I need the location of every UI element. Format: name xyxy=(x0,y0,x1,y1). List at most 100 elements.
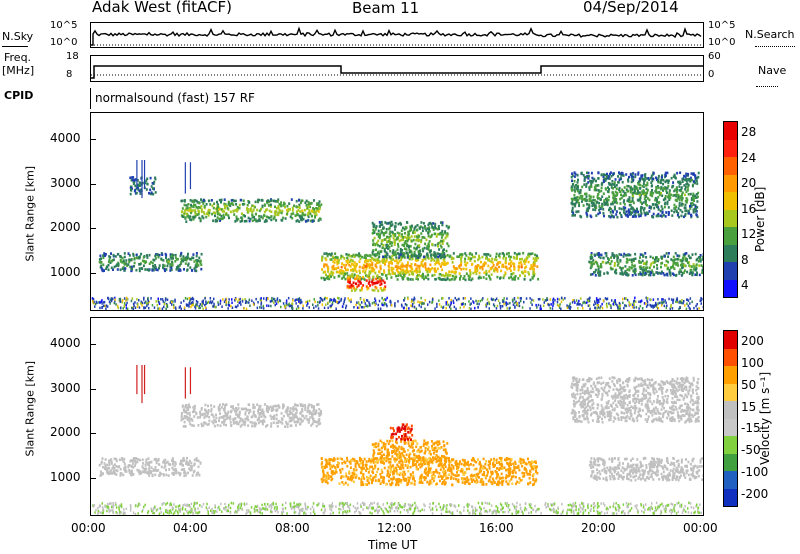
data-cell xyxy=(652,172,655,175)
data-cell xyxy=(180,257,183,261)
scatter-cell xyxy=(602,502,605,505)
data-cell xyxy=(497,254,500,257)
data-cell xyxy=(223,202,226,206)
scatter-cell xyxy=(582,505,585,508)
scatter-cell xyxy=(282,510,285,513)
data-cell xyxy=(353,261,356,264)
data-cell xyxy=(681,266,683,270)
data-cell xyxy=(185,258,188,262)
scatter-cell xyxy=(539,307,541,310)
scatter-cell xyxy=(394,304,396,308)
data-cell xyxy=(364,269,367,273)
data-cell xyxy=(684,212,687,216)
data-cell xyxy=(383,249,386,252)
scatter-cell xyxy=(427,303,429,306)
data-cell xyxy=(392,253,395,257)
power-ytick-label: 2000 xyxy=(50,220,81,235)
data-cell xyxy=(359,254,362,257)
data-cell xyxy=(571,206,574,210)
scatter-cell xyxy=(560,300,563,304)
data-cell xyxy=(644,252,647,255)
data-cell xyxy=(141,259,144,263)
data-cell xyxy=(683,184,686,187)
scatter-cell xyxy=(606,297,609,300)
data-cell xyxy=(667,252,670,255)
data-cell xyxy=(184,208,187,212)
data-cell xyxy=(154,264,157,267)
data-cell xyxy=(608,187,610,191)
data-cell xyxy=(491,257,494,261)
data-cell xyxy=(612,172,615,175)
data-cell xyxy=(390,268,393,272)
scatter-cell xyxy=(169,502,172,505)
data-cell xyxy=(602,260,605,264)
data-cell xyxy=(430,259,433,262)
scatter-cell xyxy=(700,511,702,515)
data-cell xyxy=(389,272,392,276)
scatter-cell xyxy=(273,507,276,510)
data-cell xyxy=(414,242,417,246)
data-cell xyxy=(341,277,344,280)
scatter-cell xyxy=(490,297,493,301)
data-cell xyxy=(694,177,697,180)
nsky-trace xyxy=(91,26,703,46)
data-cell xyxy=(346,261,349,265)
data-cell xyxy=(346,284,349,288)
scatter-cell xyxy=(189,299,191,302)
data-cell xyxy=(588,204,591,207)
data-cell xyxy=(433,268,436,271)
data-cell xyxy=(625,214,628,217)
scatter-cell xyxy=(124,512,126,515)
scatter-cell xyxy=(341,504,344,507)
scatter-cell xyxy=(618,307,621,310)
scatter-cell xyxy=(633,299,636,303)
data-cell xyxy=(421,264,424,267)
scatter-cell xyxy=(305,300,307,304)
scatter-cell xyxy=(650,506,652,509)
scatter-cell xyxy=(445,306,447,310)
scatter-cell xyxy=(551,508,553,512)
scatter-cell xyxy=(600,510,603,514)
data-cell xyxy=(394,233,396,236)
data-cell xyxy=(425,276,428,279)
data-cell xyxy=(380,282,383,286)
scatter-cell xyxy=(206,301,209,305)
scatter-cell xyxy=(265,298,268,302)
scatter-cell xyxy=(169,509,172,512)
freq-panel xyxy=(90,55,704,82)
data-cell xyxy=(317,219,320,222)
data-cell xyxy=(496,262,499,265)
data-cell xyxy=(440,239,442,243)
data-cell xyxy=(254,200,257,204)
data-cell xyxy=(170,266,173,270)
data-cell xyxy=(449,273,452,277)
scatter-cell xyxy=(337,301,339,305)
data-cell xyxy=(590,183,593,186)
data-cell xyxy=(163,264,166,268)
scatter-cell xyxy=(573,512,575,515)
data-cell xyxy=(375,277,378,281)
scatter-cell xyxy=(284,507,287,510)
data-cell xyxy=(171,264,174,267)
scatter-cell xyxy=(509,306,511,310)
scatter-cell xyxy=(669,508,672,512)
data-cell xyxy=(362,267,365,270)
scatter-cell xyxy=(645,305,648,308)
scatter-cell xyxy=(403,505,405,508)
data-cell xyxy=(200,267,203,271)
data-cell xyxy=(375,265,378,269)
scatter-cell xyxy=(377,303,379,307)
scatter-cell xyxy=(227,307,229,310)
scatter-cell xyxy=(593,303,595,307)
data-cell xyxy=(391,251,394,254)
data-cell xyxy=(672,175,675,178)
scatter-cell xyxy=(396,506,398,510)
data-cell xyxy=(270,210,273,214)
data-cell xyxy=(611,252,614,255)
data-cell xyxy=(436,261,439,264)
scatter-cell xyxy=(413,305,416,309)
scatter-cell xyxy=(621,297,624,301)
scatter-cell xyxy=(650,298,652,302)
scatter-cell xyxy=(638,307,640,310)
data-cell xyxy=(411,257,414,261)
